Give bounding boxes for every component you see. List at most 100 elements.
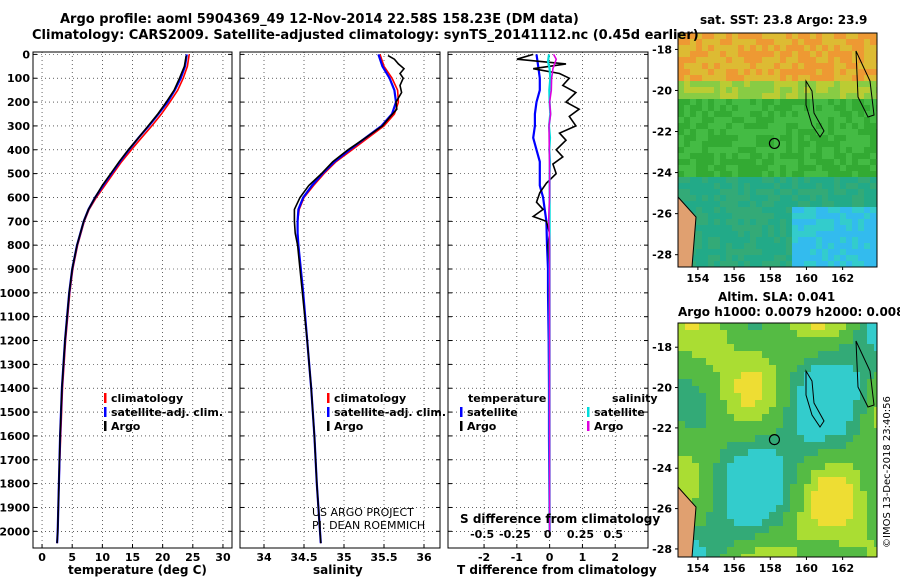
sst_map-cell <box>768 75 774 81</box>
sla_map-cell <box>804 379 811 386</box>
sst_map-cell <box>834 87 840 93</box>
sla_map-cell <box>734 463 741 470</box>
sla_map-cell <box>804 463 811 470</box>
sla_map-cell <box>811 526 818 533</box>
sla_map-cell <box>811 344 818 351</box>
sst_map-cell <box>780 171 786 177</box>
sst_map-cell <box>840 129 846 135</box>
sst_map-cell <box>852 39 858 45</box>
sst_map-cell <box>852 117 858 123</box>
sla_map-cell <box>776 456 783 463</box>
sst_map-cell <box>708 243 714 249</box>
sst_map-cell <box>768 117 774 123</box>
sst_map-cell <box>678 81 684 87</box>
sla_map-cell <box>804 554 811 557</box>
t-difference-axis-label: T difference from climatology <box>457 563 657 577</box>
sla_map-cell <box>706 540 713 547</box>
sst_map-cell <box>696 243 702 249</box>
sst_map-cell <box>726 231 732 237</box>
sst_map-cell <box>684 99 690 105</box>
sla_map-cell <box>769 358 776 365</box>
sla_map-cell <box>832 484 839 491</box>
sst_map-cell <box>768 159 774 165</box>
temperature-xtick-label: 5 <box>68 551 76 564</box>
sla_map-cell <box>867 442 874 449</box>
sla_map-cell <box>860 407 867 414</box>
sst_map-cell <box>864 123 870 129</box>
sla_map-cell <box>706 337 713 344</box>
sla-map-subtitle: Argo h1000: 0.0079 h2000: 0.0089 <box>678 305 900 319</box>
sla_map-cell <box>755 428 762 435</box>
sla_map-cell <box>727 470 734 477</box>
sst_map-cell <box>678 99 684 105</box>
sst_map-ytick-label: -18 <box>652 43 672 56</box>
temperature-grid <box>33 52 232 548</box>
sla_map-cell <box>874 470 877 477</box>
sst_map-cell <box>684 69 690 75</box>
sla_map-cell <box>734 526 741 533</box>
sst_map-cell <box>696 165 702 171</box>
sst_map-cell <box>714 105 720 111</box>
sla_map-cell <box>706 344 713 351</box>
sla_map-cell <box>867 407 874 414</box>
sla_map-cell <box>860 323 867 330</box>
sst_map-cell <box>696 117 702 123</box>
sst_map-cell <box>702 219 708 225</box>
sla_map-cell <box>720 358 727 365</box>
sst_map-cell <box>696 177 702 183</box>
sst_map-cell <box>762 231 768 237</box>
sst_map-cell <box>744 165 750 171</box>
difference-legend-s-argo-swatch <box>587 421 590 431</box>
sst_map-cell <box>786 153 792 159</box>
sst_map-cell <box>780 87 786 93</box>
sla_map-cell <box>776 379 783 386</box>
sst_map-cell <box>774 261 780 267</box>
sst_map-cell <box>780 81 786 87</box>
sla_map-cell <box>706 414 713 421</box>
sst_map-cell <box>834 255 840 261</box>
sla_map-cell <box>818 442 825 449</box>
sst_map-cell <box>756 57 762 63</box>
sla_map-cell <box>685 351 692 358</box>
sla_map-cell <box>839 456 846 463</box>
sst_map-cell <box>828 51 834 57</box>
sla_map-cell <box>678 379 685 386</box>
sst_map-cell <box>810 75 816 81</box>
sla_map-cell <box>867 512 874 519</box>
sla_map-cell <box>860 421 867 428</box>
sla_map-cell <box>825 540 832 547</box>
sla_map-cell <box>734 547 741 554</box>
sst_map-cell <box>846 195 852 201</box>
sla_map-cell <box>853 505 860 512</box>
sst_map-cell <box>858 231 864 237</box>
sla_map-cell <box>727 330 734 337</box>
sst_map-cell <box>714 57 720 63</box>
sst_map-cell <box>750 171 756 177</box>
sla_map-cell <box>755 337 762 344</box>
sst_map-cell <box>684 81 690 87</box>
sst_map-cell <box>828 117 834 123</box>
sst_map-cell <box>834 135 840 141</box>
sst_map-cell <box>828 171 834 177</box>
sla_map-cell <box>839 547 846 554</box>
sst_map-cell <box>696 105 702 111</box>
sla_map-cell <box>790 505 797 512</box>
sla_map-cell <box>699 344 706 351</box>
sst_map-cell <box>816 45 822 51</box>
sla_map-cell <box>678 456 685 463</box>
sst_map-cell <box>798 93 804 99</box>
sla_map-cell <box>839 407 846 414</box>
sst_map-cell <box>708 75 714 81</box>
sla_map-ytick-label: -22 <box>652 422 672 435</box>
sla_map-cell <box>839 519 846 526</box>
sst_map-cell <box>726 51 732 57</box>
sla_map-cell <box>776 533 783 540</box>
sst_map-cell <box>810 87 816 93</box>
sst_map-cell <box>816 135 822 141</box>
sst_map-cell <box>708 141 714 147</box>
sst_map-cell <box>834 117 840 123</box>
sst_map-cell <box>798 111 804 117</box>
sst_map-cell <box>744 171 750 177</box>
sst_map-cell <box>738 219 744 225</box>
sst_map-cell <box>804 255 810 261</box>
